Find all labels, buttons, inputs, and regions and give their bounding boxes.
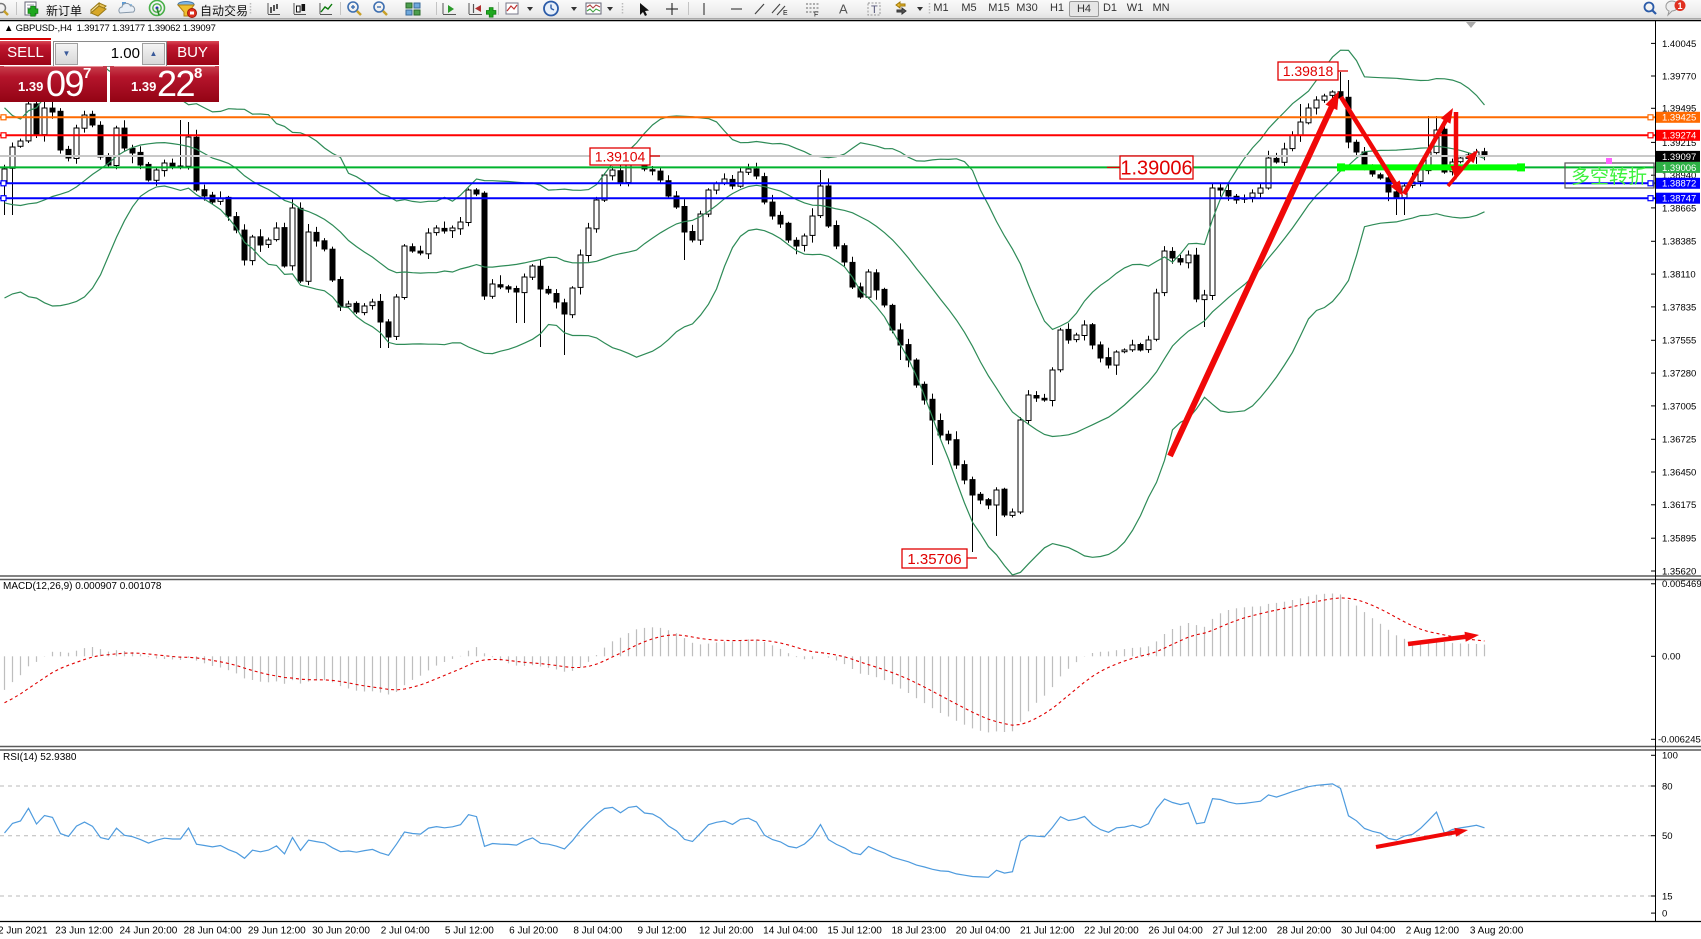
svg-text:2 Jul 04:00: 2 Jul 04:00 [381,926,430,937]
svg-text:多空转折: 多空转折 [1571,166,1647,188]
svg-text:1.38665: 1.38665 [1662,203,1696,214]
svg-text:8 Jul 04:00: 8 Jul 04:00 [573,926,622,937]
svg-text:T: T [871,4,878,16]
svg-text:22 Jul 20:00: 22 Jul 20:00 [1084,926,1139,937]
svg-text:6 Jul 20:00: 6 Jul 20:00 [509,926,558,937]
svg-text:28 Jun 04:00: 28 Jun 04:00 [184,926,242,937]
svg-text:1.39215: 1.39215 [1662,138,1696,149]
svg-text:80: 80 [1662,781,1673,792]
svg-text:1: 1 [1678,1,1683,11]
svg-text:3 Aug 20:00: 3 Aug 20:00 [1470,926,1524,937]
svg-text:15 Jul 12:00: 15 Jul 12:00 [827,926,882,937]
svg-text:1.39006: 1.39006 [1120,158,1192,180]
svg-text:28 Jul 20:00: 28 Jul 20:00 [1277,926,1332,937]
svg-text:1.36175: 1.36175 [1662,500,1696,511]
svg-text:1.37555: 1.37555 [1662,336,1696,347]
svg-text:1.37835: 1.37835 [1662,302,1696,313]
svg-text:1.38110: 1.38110 [1662,270,1696,281]
svg-text:1.37280: 1.37280 [1662,369,1696,380]
svg-text:1.39818: 1.39818 [1283,63,1334,79]
svg-text:9 Jul 12:00: 9 Jul 12:00 [638,926,687,937]
svg-text:MACD(12,26,9) 0.000907 0.00107: MACD(12,26,9) 0.000907 0.001078 [3,581,162,592]
svg-text:1.35706: 1.35706 [907,551,961,568]
svg-text:29 Jun 12:00: 29 Jun 12:00 [248,926,306,937]
svg-text:1.39495: 1.39495 [1662,104,1696,115]
svg-text:1.39006: 1.39006 [1662,163,1696,174]
svg-text:1.38385: 1.38385 [1662,237,1696,248]
svg-text:0: 0 [1662,909,1667,920]
svg-text:1.38872: 1.38872 [1662,179,1696,190]
svg-text:1.36725: 1.36725 [1662,435,1696,446]
svg-text:5 Jul 12:00: 5 Jul 12:00 [445,926,494,937]
svg-text:21 Jul 12:00: 21 Jul 12:00 [1020,926,1075,937]
svg-text:22 Jun 2021: 22 Jun 2021 [0,926,48,937]
svg-text:E: E [783,10,788,17]
svg-text:F: F [814,12,818,19]
svg-text:30 Jul 04:00: 30 Jul 04:00 [1341,926,1396,937]
svg-text:14 Jul 04:00: 14 Jul 04:00 [763,926,818,937]
svg-text:1.40045: 1.40045 [1662,39,1696,50]
svg-text:RSI(14) 52.9380: RSI(14) 52.9380 [3,752,77,763]
svg-text:-0.006245: -0.006245 [1658,735,1701,746]
svg-text:15: 15 [1662,891,1673,902]
svg-text:A: A [839,2,848,17]
svg-text:50: 50 [1662,831,1673,842]
svg-text:12 Jul 20:00: 12 Jul 20:00 [699,926,754,937]
svg-text:20 Jul 04:00: 20 Jul 04:00 [956,926,1011,937]
svg-text:1.39425: 1.39425 [1662,113,1696,124]
svg-text:1.35620: 1.35620 [1662,566,1696,577]
svg-text:1.36450: 1.36450 [1662,467,1696,478]
svg-text:1.38940: 1.38940 [1662,171,1696,182]
svg-text:0.005469: 0.005469 [1662,579,1701,590]
svg-text:30 Jun 20:00: 30 Jun 20:00 [312,926,370,937]
svg-text:24 Jun 20:00: 24 Jun 20:00 [119,926,177,937]
svg-text:1.38747: 1.38747 [1662,194,1696,205]
svg-text:23 Jun 12:00: 23 Jun 12:00 [55,926,113,937]
svg-text:26 Jul 04:00: 26 Jul 04:00 [1148,926,1203,937]
svg-text:1.39770: 1.39770 [1662,71,1696,82]
svg-text:1.35895: 1.35895 [1662,534,1696,545]
svg-text:1.39104: 1.39104 [595,149,646,165]
svg-text:100: 100 [1662,751,1678,762]
svg-text:1.39274: 1.39274 [1662,131,1696,142]
svg-text:18 Jul 23:00: 18 Jul 23:00 [892,926,947,937]
svg-text:0.00: 0.00 [1662,652,1681,663]
svg-text:27 Jul 12:00: 27 Jul 12:00 [1213,926,1268,937]
svg-text:2 Aug 12:00: 2 Aug 12:00 [1406,926,1460,937]
svg-text:1.39097: 1.39097 [1662,152,1696,163]
svg-text:1.37005: 1.37005 [1662,401,1696,412]
